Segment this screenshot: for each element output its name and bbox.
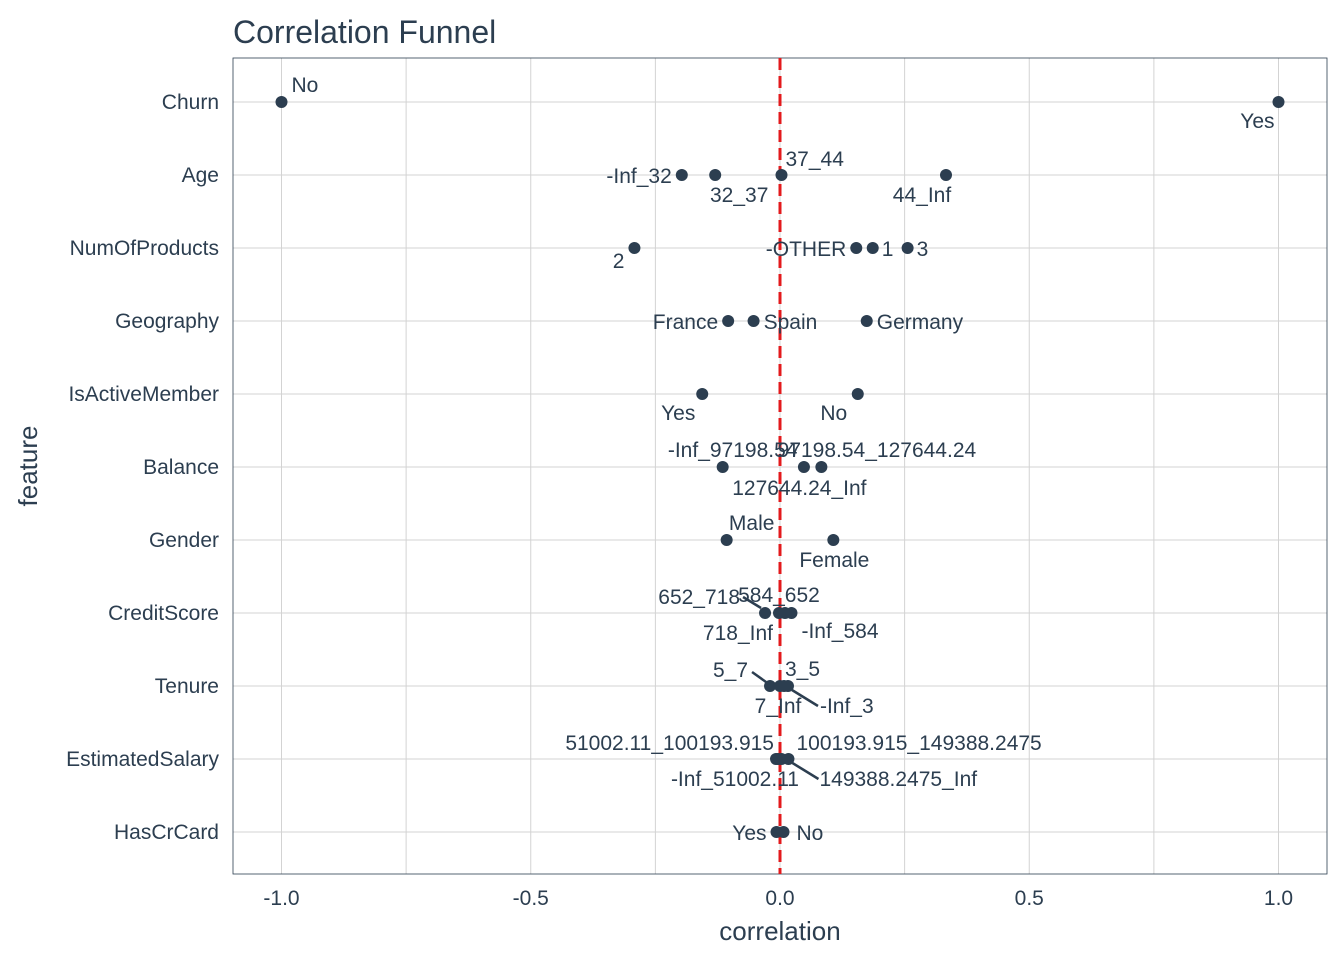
y-tick-label-churn: Churn [162, 91, 219, 114]
point-numofproducts-2 [628, 242, 641, 254]
point-gender-male [720, 534, 733, 546]
x-tick-label: -1.0 [263, 887, 299, 910]
label-leader-line [742, 595, 762, 610]
point-label-estimatedsalary-51002-11-100193-915: 51002.11_100193.915 [565, 732, 774, 755]
point-label-numofproducts-1: 1 [882, 238, 894, 261]
point-label-gender-male: Male [729, 512, 775, 535]
point-label-hascrcard-yes: Yes [732, 822, 766, 845]
point-numofproducts-1 [866, 242, 879, 254]
x-tick-label: 0.0 [765, 887, 794, 910]
x-tick-label: -0.5 [513, 887, 549, 910]
y-tick-label-geography: Geography [115, 310, 219, 333]
point-label-estimatedsalary-inf-51002-11: -Inf_51002.11 [671, 768, 799, 791]
y-tick-label-isactivemember: IsActiveMember [68, 383, 219, 406]
point-label-isactivemember-no: No [820, 402, 847, 425]
x-axis-title: correlation [719, 916, 840, 946]
point-label-hascrcard-no: No [796, 822, 823, 845]
y-tick-label-creditscore: CreditScore [108, 602, 219, 625]
point-age-44-inf [940, 169, 953, 181]
point-label-geography-france: France [653, 311, 718, 334]
y-tick-labels: Churn Age NumOfProducts Geography IsActiveMe… [66, 91, 219, 844]
data-points [275, 96, 1285, 838]
y-tick-label-tenure: Tenure [155, 675, 219, 698]
point-numofproducts-other [850, 242, 863, 254]
point-tenure-5-7 [764, 680, 777, 692]
point-label-geography-spain: Spain [764, 311, 818, 334]
point-creditscore-652-718 [759, 607, 772, 619]
point-label-numofproducts-other: -OTHER [766, 238, 847, 261]
chart-title: Correlation Funnel [233, 14, 496, 50]
y-tick-label-gender: Gender [149, 529, 219, 552]
y-tick-label-balance: Balance [143, 456, 219, 479]
y-axis-title: feature [13, 426, 43, 507]
point-label-gender-female: Female [799, 549, 869, 572]
point-numofproducts-3 [901, 242, 914, 254]
x-tick-label: 1.0 [1264, 887, 1293, 910]
point-label-numofproducts-2: 2 [613, 250, 625, 273]
point-label-tenure-7-inf: 7_Inf [755, 695, 802, 718]
point-geography-germany [860, 315, 873, 327]
point-estimatedsalary-149388-2475-inf [782, 753, 795, 765]
point-balance-inf-97198-54 [716, 461, 729, 473]
point-label-tenure-3-5: 3_5 [785, 658, 820, 681]
point-hascrcard-no [777, 826, 790, 838]
point-label-isactivemember-yes: Yes [661, 402, 695, 425]
point-churn-yes [1272, 96, 1285, 108]
point-gender-female [827, 534, 840, 546]
point-label-numofproducts-3: 3 [917, 238, 929, 261]
point-isactivemember-no [851, 388, 864, 400]
label-leader-line [751, 670, 767, 684]
point-age-inf-32 [675, 169, 688, 181]
point-isactivemember-yes [696, 388, 709, 400]
point-geography-france [722, 315, 735, 327]
point-label-age-44-inf: 44_Inf [893, 184, 952, 207]
point-label-estimatedsalary-149388-2475-inf: 149388.2475_Inf [819, 768, 977, 791]
point-labels: No Yes -Inf_32 32_37 37_44 44_Inf 2 -OTHER 1 3 Fra… [292, 74, 1275, 845]
y-tick-label-estimatedsalary: EstimatedSalary [66, 748, 219, 771]
point-creditscore-inf-584 [785, 607, 798, 619]
point-label-age-37-44: 37_44 [785, 148, 844, 171]
point-label-tenure-5-7: 5_7 [713, 659, 748, 682]
label-leader-line [791, 761, 820, 781]
point-label-age-32-37: 32_37 [710, 184, 768, 207]
point-churn-no [275, 96, 288, 108]
point-age-32-37 [709, 169, 722, 181]
point-label-age-inf-32: -Inf_32 [606, 165, 671, 188]
point-balance-97198-54-127644-24 [797, 461, 810, 473]
point-age-37-44 [775, 169, 788, 181]
point-geography-spain [747, 315, 760, 327]
x-tick-label: 0.5 [1015, 887, 1044, 910]
point-tenure-inf-3 [781, 680, 794, 692]
y-tick-label-age: Age [182, 164, 219, 187]
point-label-creditscore-inf-584: -Inf_584 [801, 620, 878, 643]
point-label-churn-yes: Yes [1240, 110, 1274, 133]
point-balance-127644-24-inf [815, 461, 828, 473]
point-label-balance-97198-54-127644-24: 97198.54_127644.24 [778, 439, 977, 462]
point-label-balance-inf-97198-54: -Inf_97198.54 [668, 439, 798, 462]
y-tick-label-hascrcard: HasCrCard [114, 821, 219, 844]
point-label-estimatedsalary-100193-915-149388-2475: 100193.915_149388.2475 [796, 732, 1041, 755]
x-tick-labels: -1.0 -0.5 0.0 0.5 1.0 [263, 887, 1293, 910]
point-label-creditscore-652-718: 652_718 [658, 586, 740, 609]
leader-lines [742, 595, 820, 781]
point-label-creditscore-584-652: 584_652 [738, 584, 820, 607]
point-label-geography-germany: Germany [877, 311, 964, 334]
point-label-creditscore-718-inf: 718_Inf [703, 622, 773, 645]
label-leader-line [791, 688, 819, 708]
y-tick-label-numofproducts: NumOfProducts [70, 237, 219, 260]
point-label-tenure-inf-3: -Inf_3 [820, 695, 874, 718]
point-label-churn-no: No [292, 74, 319, 97]
point-label-balance-127644-24-inf: 127644.24_Inf [732, 477, 866, 500]
